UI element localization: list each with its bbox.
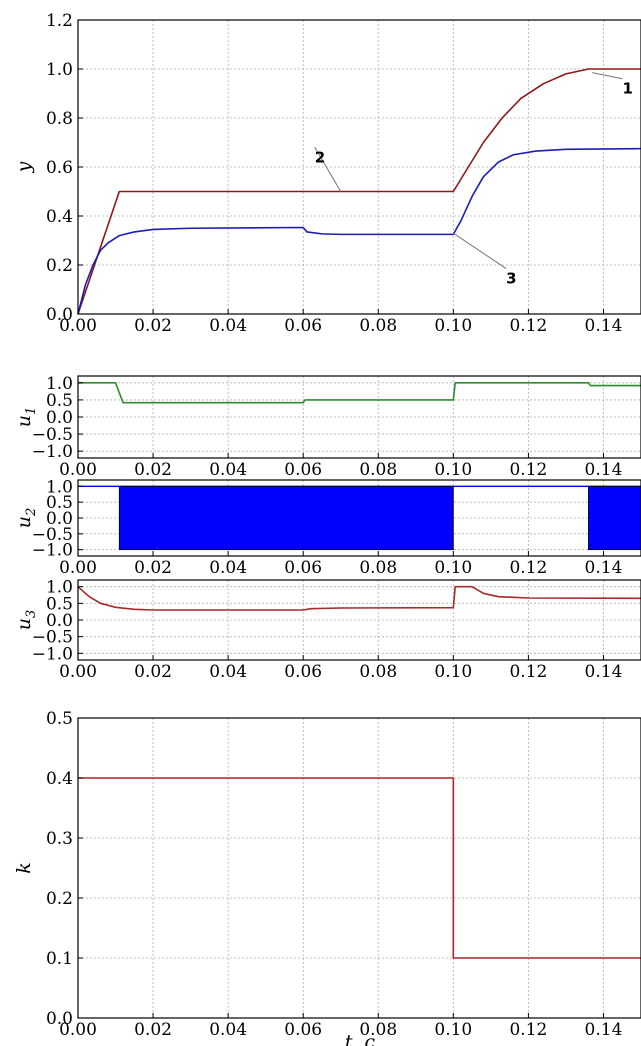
- u3-x-tick-label: 0.14: [585, 662, 623, 682]
- k-x-tick-label: 0.12: [509, 1020, 547, 1040]
- y-y-tick-label: 1.2: [46, 11, 73, 31]
- k-x-tick-label: 0.08: [359, 1020, 397, 1040]
- u2-x-tick-label: 0.04: [209, 558, 247, 578]
- u2-switching-band: [118, 485, 454, 551]
- y-series-line: [77, 147, 641, 315]
- y-x-tick-label: 0.14: [585, 316, 623, 336]
- y-y-tick-label: 0.6: [46, 158, 73, 178]
- u3-y-tick-label: 0.0: [46, 611, 73, 631]
- y-annotation-label: 3: [506, 270, 516, 288]
- k-x-tick-label: 0.10: [434, 1020, 472, 1040]
- u2-x-tick-label: 0.02: [134, 558, 172, 578]
- u2-x-tick-label: 0.06: [284, 558, 322, 578]
- k-series-line: [78, 777, 641, 959]
- k-y-tick-label: 0.5: [46, 709, 73, 729]
- k-y-tick-label: 0.0: [46, 1009, 73, 1029]
- k-axes-frame: [77, 717, 641, 1019]
- u1-y-tick-label: 1.0: [46, 374, 73, 394]
- k-y-tick-label: 0.2: [46, 889, 73, 909]
- y-annotation-label: 1: [622, 80, 632, 98]
- u2-x-tick-label: 0.08: [359, 558, 397, 578]
- u2-switching-band: [588, 485, 641, 551]
- u1-x-tick-label: 0.12: [509, 460, 547, 480]
- y-annotation-label: 2: [315, 148, 325, 166]
- u3-x-tick-label: 0.00: [59, 662, 97, 682]
- k-x-tick-label: 0.00: [59, 1020, 97, 1040]
- u3-x-tick-label: 0.02: [134, 662, 172, 682]
- u2-y-tick-label: −1.0: [32, 541, 73, 561]
- u1-series-line: [78, 382, 641, 404]
- y-x-tick-label: 0.10: [434, 316, 472, 336]
- y-y-tick-label: 0.2: [46, 256, 73, 276]
- y-y-axis-label: y: [13, 161, 35, 173]
- u3-x-tick-label: 0.06: [284, 662, 322, 682]
- k-x-tick-label: 0.04: [209, 1020, 247, 1040]
- u1-y-tick-label: −1.0: [32, 442, 73, 462]
- y-annotation-leader: [453, 232, 507, 269]
- y-y-tick-label: 0.4: [46, 207, 73, 227]
- y-x-tick-label: 0.12: [509, 316, 547, 336]
- y-y-tick-label: 1.0: [46, 60, 73, 80]
- u1-y-tick-label: −0.5: [32, 425, 73, 445]
- u2-y-tick-label: 0.5: [46, 493, 73, 513]
- u1-y-tick-label: 0.0: [46, 408, 73, 428]
- panel-u2: 0.00 0.02 0.04 0.06 0.08 0.10 0.12 0.14 −1.0−0.5…: [13, 477, 641, 578]
- u3-x-tick-label: 0.08: [359, 662, 397, 682]
- u2-x-tick-label: 0.12: [509, 558, 547, 578]
- panel-u3: 0.00 0.02 0.04 0.06 0.08 0.10 0.12 0.14 −1.0−0.5…: [13, 578, 641, 682]
- y-x-tick-label: 0.06: [284, 316, 322, 336]
- u1-x-tick-label: 0.06: [284, 460, 322, 480]
- k-y-axis-label: k: [13, 862, 35, 874]
- u3-y-tick-label: −1.0: [32, 644, 73, 664]
- u2-x-tick-label: 0.00: [59, 558, 97, 578]
- u3-x-tick-label: 0.10: [434, 662, 472, 682]
- u1-y-tick-label: 0.5: [46, 391, 73, 411]
- u3-y-tick-label: 0.5: [46, 594, 73, 614]
- panel-y: 1 2 3 0.00 0.02 0.04 0.06 0.08 0.10 0.12 0.14 0.0 0.…: [13, 11, 641, 336]
- u1-x-tick-label: 0.00: [59, 460, 97, 480]
- u3-series-line: [77, 585, 641, 611]
- y-x-tick-label: 0.08: [359, 316, 397, 336]
- u3-y-tick-label: −0.5: [32, 628, 73, 648]
- k-y-tick-label: 0.3: [46, 829, 73, 849]
- y-x-tick-label: 0.04: [209, 316, 247, 336]
- panel-u1: 0.00 0.02 0.04 0.06 0.08 0.10 0.12 0.14 −1.0−0.5…: [13, 374, 641, 480]
- y-series-line: [77, 68, 641, 315]
- u2-y-tick-label: 0.0: [46, 509, 73, 529]
- y-annotation-leader: [314, 147, 342, 192]
- u3-y-tick-label: 1.0: [46, 578, 73, 598]
- k-x-tick-label: 0.14: [585, 1020, 623, 1040]
- y-x-tick-label: 0.00: [59, 316, 97, 336]
- k-x-axis-label: t, c: [345, 1031, 376, 1046]
- u2-x-tick-label: 0.10: [434, 558, 472, 578]
- u2-x-tick-label: 0.14: [585, 558, 623, 578]
- y-x-tick-label: 0.02: [134, 316, 172, 336]
- u2-y-tick-label: −0.5: [32, 525, 73, 545]
- k-x-tick-label: 0.06: [284, 1020, 322, 1040]
- y-y-tick-label: 0.0: [46, 305, 73, 325]
- u3-x-tick-label: 0.12: [509, 662, 547, 682]
- panel-k: 0.00 0.02 0.04 0.06 0.08 0.10 0.12 0.14 0.0 0.1 0.…: [13, 709, 641, 1046]
- k-y-tick-label: 0.1: [46, 949, 73, 969]
- k-x-tick-label: 0.02: [134, 1020, 172, 1040]
- u3-x-tick-label: 0.04: [209, 662, 247, 682]
- k-y-tick-label: 0.4: [46, 769, 73, 789]
- u1-x-tick-label: 0.04: [209, 460, 247, 480]
- y-y-tick-label: 0.8: [46, 109, 73, 129]
- u1-x-tick-label: 0.14: [585, 460, 623, 480]
- u1-x-tick-label: 0.10: [434, 460, 472, 480]
- u1-x-tick-label: 0.02: [134, 460, 172, 480]
- u1-x-tick-label: 0.08: [359, 460, 397, 480]
- y-annotation-leader: [592, 72, 623, 80]
- u2-y-tick-label: 1.0: [46, 477, 73, 497]
